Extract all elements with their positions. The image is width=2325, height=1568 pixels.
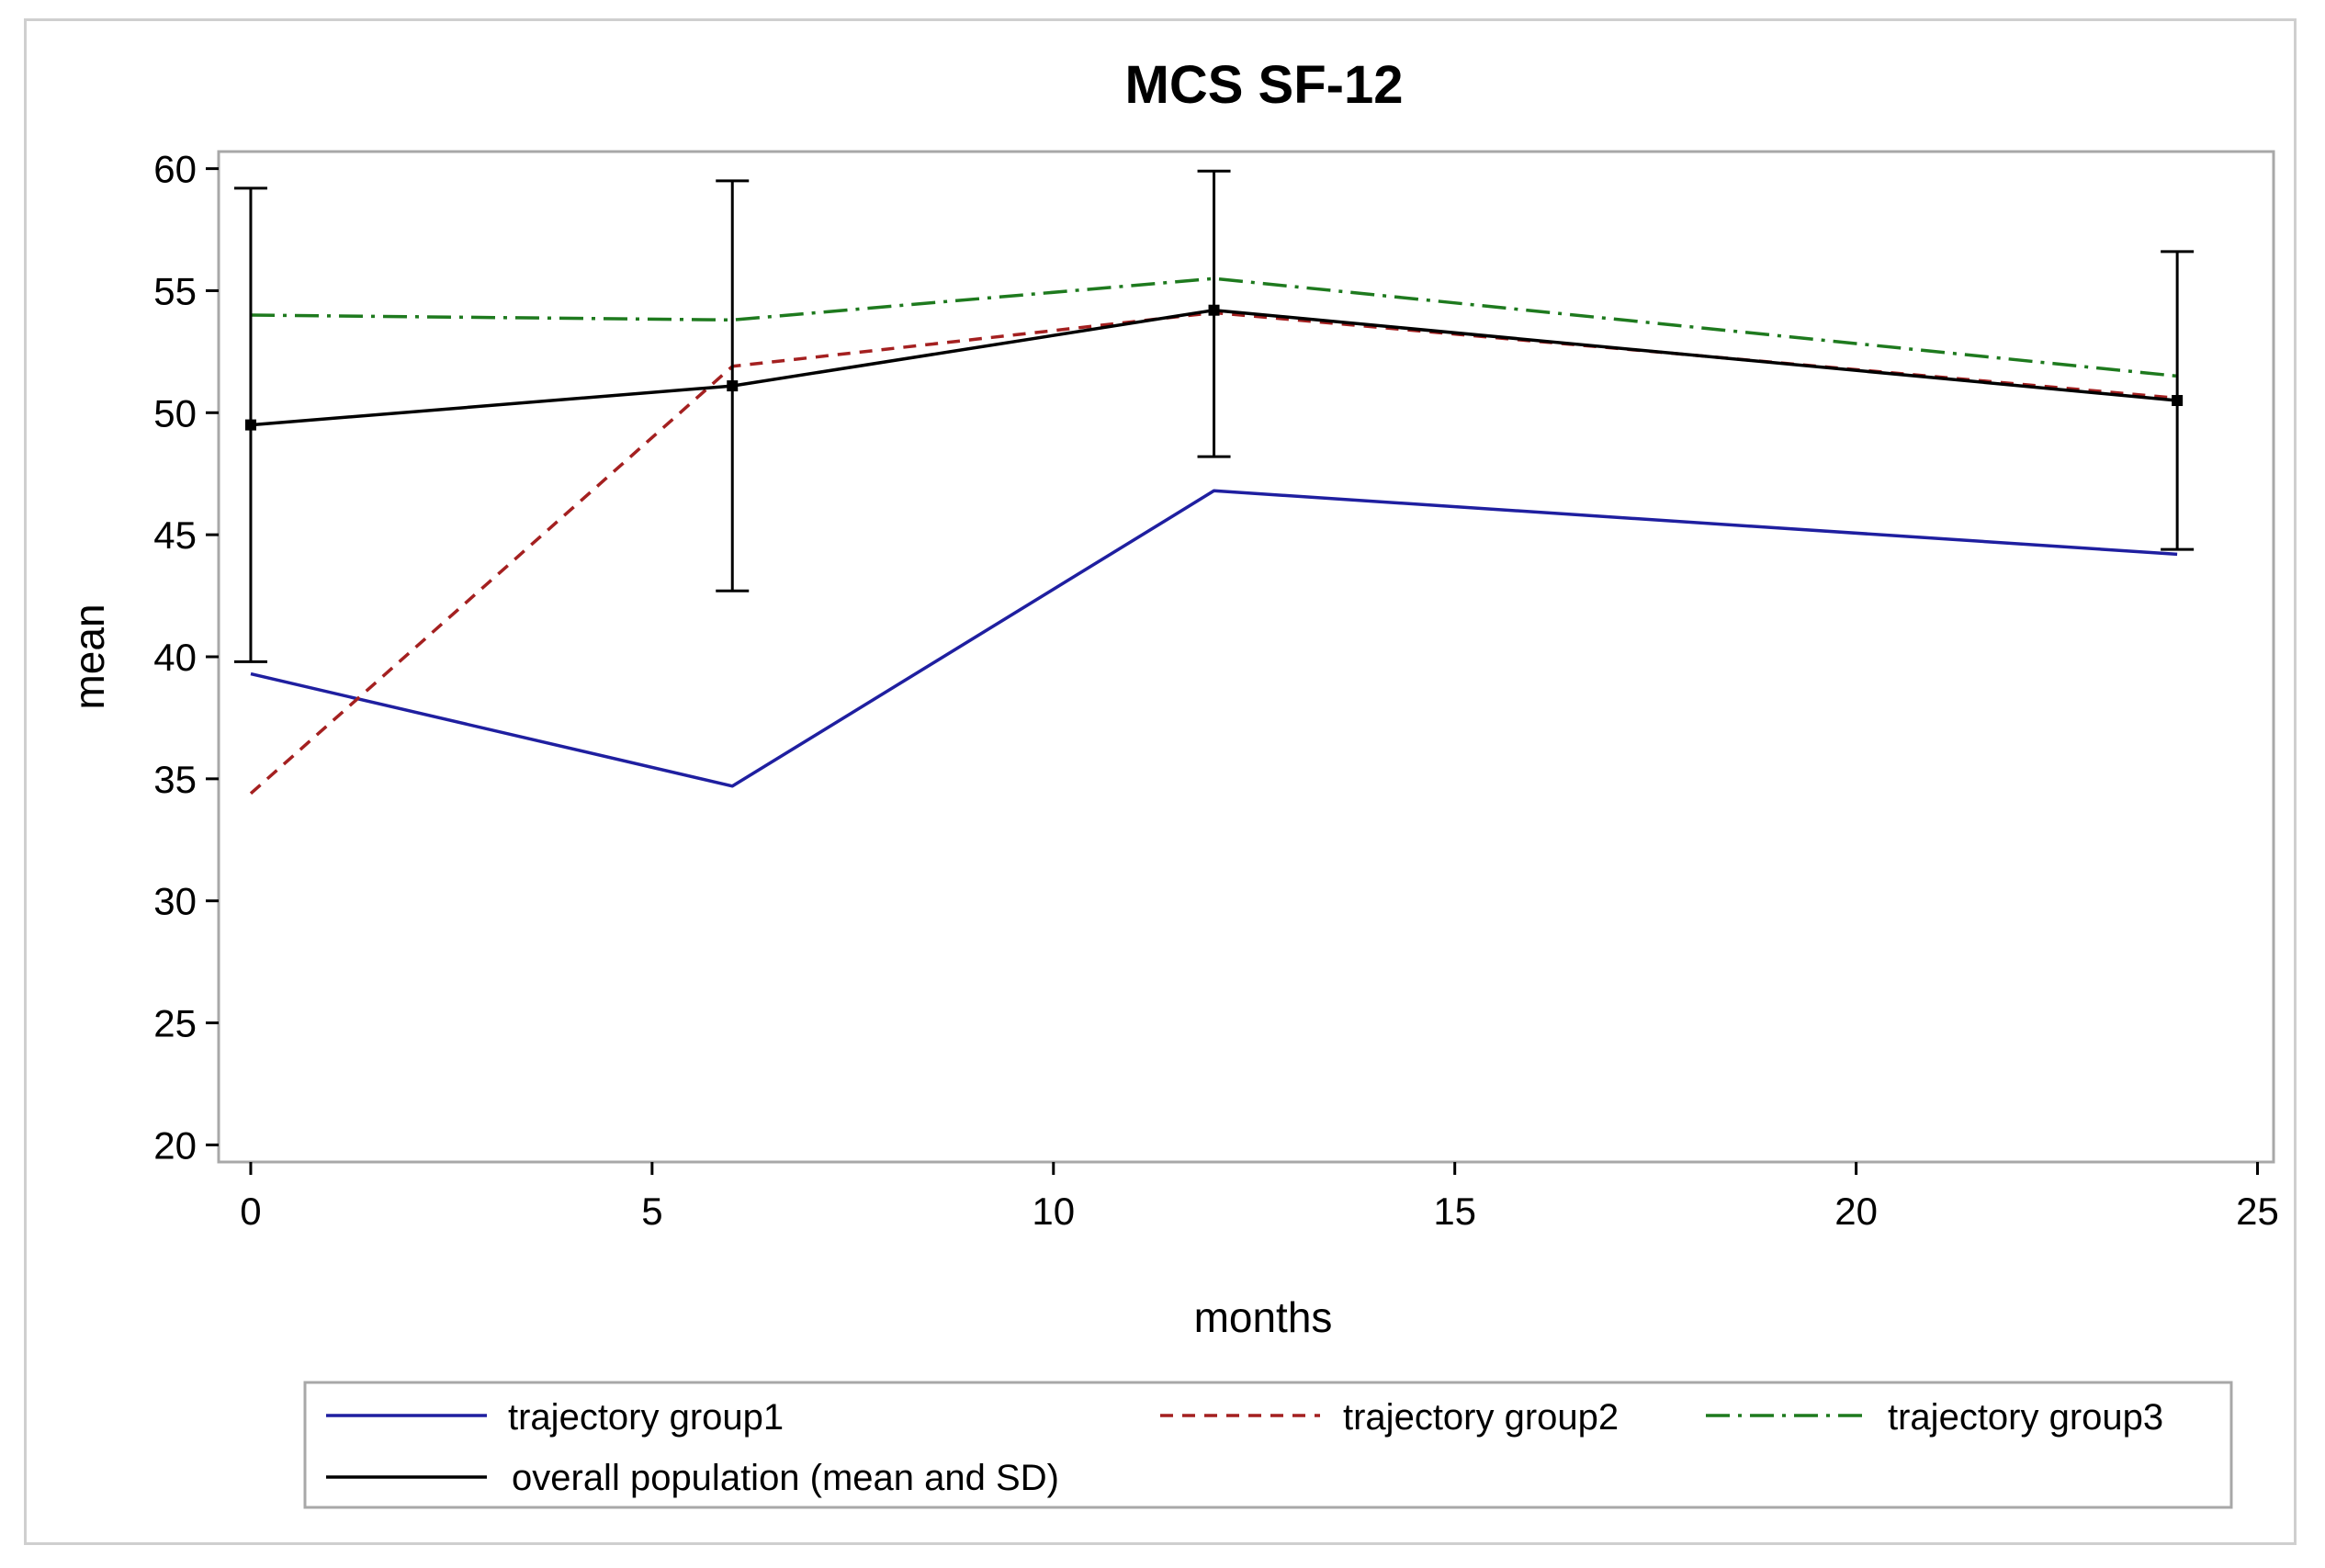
y-tick-label: 60 xyxy=(153,148,197,191)
y-tick-label: 45 xyxy=(153,513,197,557)
x-tick-label: 15 xyxy=(1433,1190,1476,1233)
legend-box xyxy=(303,1381,2233,1509)
x-tick-label: 10 xyxy=(1032,1190,1075,1233)
y-tick-label: 40 xyxy=(153,636,197,679)
x-axis-label: months xyxy=(1194,1293,1333,1341)
x-tick-label: 25 xyxy=(2236,1190,2279,1233)
series-line-overall xyxy=(250,308,2178,427)
x-tick-label: 20 xyxy=(1834,1190,1878,1233)
y-axis-label: mean xyxy=(65,604,113,709)
plot-area xyxy=(217,150,2275,1164)
overall-mean-marker xyxy=(244,419,256,431)
legend-label-overall: overall population (mean and SD) xyxy=(512,1458,1059,1498)
chart-frame xyxy=(24,18,2297,1545)
y-tick-label: 35 xyxy=(153,758,197,801)
x-axis: 0 5 10 15 20 25 xyxy=(240,1162,2279,1233)
errorbar-layer xyxy=(233,169,2195,663)
legend-label-group3: trajectory group3 xyxy=(1888,1397,2163,1438)
y-axis: 20 25 30 35 40 45 50 55 60 xyxy=(153,148,219,1167)
series-layer xyxy=(249,276,2178,795)
series-line-group3 xyxy=(250,276,2178,378)
legend: trajectory group1 trajectory group2 traj… xyxy=(303,1381,2233,1509)
y-tick-label: 25 xyxy=(153,1002,197,1045)
overall-mean-marker xyxy=(727,380,739,392)
chart-title: MCS SF-12 xyxy=(1125,55,1404,115)
series-line-group1 xyxy=(250,489,2178,788)
x-tick-label: 0 xyxy=(240,1190,261,1233)
y-tick-label: 30 xyxy=(153,880,197,923)
y-tick-label: 50 xyxy=(153,391,197,434)
y-tick-label: 20 xyxy=(153,1123,197,1167)
legend-label-group2: trajectory group2 xyxy=(1343,1397,1619,1438)
overall-mean-marker xyxy=(1208,304,1220,316)
y-tick-label: 55 xyxy=(153,269,197,312)
x-tick-label: 5 xyxy=(641,1190,662,1233)
overall-mean-marker xyxy=(2172,395,2184,407)
legend-label-group1: trajectory group1 xyxy=(508,1397,784,1438)
